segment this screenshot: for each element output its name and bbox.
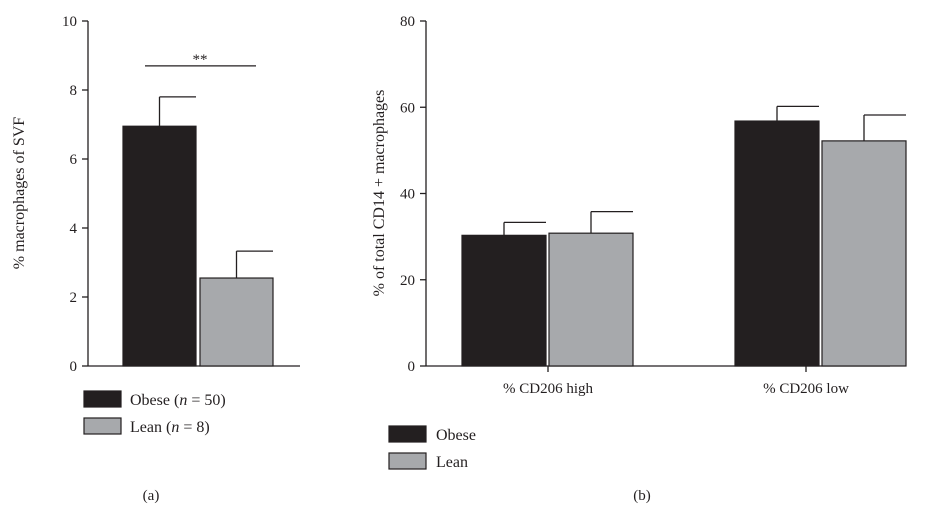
panel-b-obese-bar — [461, 234, 547, 367]
legend-label-n: n — [179, 392, 187, 409]
legend-label-obese: Obese (n = 50) — [130, 392, 226, 409]
panel-b: 0 20 40 60 80 % CD206 high % CD206 low % of t… — [371, 14, 907, 504]
panel-a-y-axis-label: % macrophages of SVF — [11, 117, 28, 270]
panel-b-lean-bar — [548, 232, 634, 367]
panel-a-label: (a) — [143, 488, 160, 504]
legend-label-suffix: = 50) — [187, 392, 225, 409]
legend-label-prefix: Obese ( — [130, 392, 179, 409]
significance-label: ** — [193, 52, 208, 68]
y-tick-label: 60 — [400, 100, 415, 116]
legend-label-lean: Lean (n = 8) — [130, 419, 210, 436]
panel-b-label: (b) — [633, 488, 651, 504]
y-tick-label: 8 — [70, 83, 78, 99]
panel-b-obese-bar — [734, 120, 820, 367]
y-tick-label: 2 — [70, 290, 78, 306]
panel-b-legend: Obese Lean — [388, 425, 476, 471]
panel-b-bars: % CD206 high % CD206 low — [461, 105, 907, 397]
legend-label-n: n — [171, 419, 179, 436]
panel-b-lean-bar — [821, 140, 907, 367]
panel-b-y-axis-label: % of total CD14 + macrophages — [371, 90, 388, 297]
y-tick-label: 6 — [70, 152, 78, 168]
legend-label-suffix: = 8) — [179, 419, 209, 436]
panel-a-legend: Obese (n = 50)Lean (n = 8) — [83, 390, 226, 436]
x-tick-label: % CD206 high — [503, 381, 594, 397]
y-tick-label: 80 — [400, 14, 415, 30]
y-tick-label: 20 — [400, 273, 415, 289]
legend-swatch-lean — [83, 417, 122, 435]
y-tick-label: 40 — [400, 187, 415, 203]
legend-label-prefix: Lean ( — [130, 419, 171, 436]
legend-swatch-obese — [83, 390, 122, 408]
y-tick-label: 10 — [62, 14, 77, 30]
panel-a-obese-bar — [122, 125, 197, 367]
legend-label-lean: Lean — [436, 454, 468, 471]
legend-label-obese: Obese — [436, 427, 476, 444]
y-tick-label: 4 — [70, 221, 78, 237]
x-tick-label: % CD206 low — [763, 381, 849, 397]
panel-a-bars: ** — [122, 52, 274, 367]
y-tick-label: 0 — [70, 359, 78, 375]
legend-swatch-obese — [388, 425, 427, 443]
panel-a-lean-bar — [199, 277, 274, 367]
y-tick-label: 0 — [408, 359, 416, 375]
legend-swatch-lean — [388, 452, 427, 470]
